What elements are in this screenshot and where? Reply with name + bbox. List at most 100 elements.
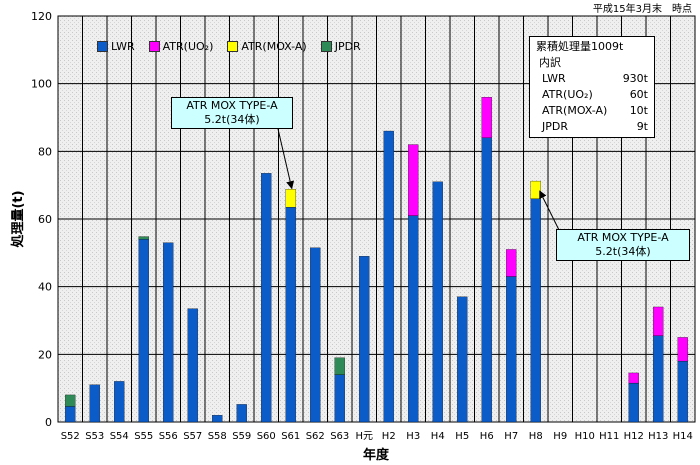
y-tick-label: 120 (31, 10, 52, 23)
bar-segment (530, 198, 541, 423)
summary-row: ATR(MOX-A) 10t (536, 103, 648, 119)
bar-segment (653, 306, 664, 336)
legend-swatch-atr-uo2 (148, 41, 160, 52)
x-tick-label: S61 (281, 431, 300, 442)
bar-segment (187, 308, 198, 423)
y-tick-label: 40 (38, 281, 52, 294)
bar-segment (138, 239, 149, 423)
y-tick-label: 0 (45, 416, 52, 429)
x-tick-label: H9 (553, 431, 567, 442)
callout-line2: 5.2t(34体) (204, 113, 260, 126)
y-axis-label: 処理量(t) (10, 190, 26, 248)
x-tick-label: H5 (455, 431, 469, 442)
x-tick-label: H6 (480, 431, 494, 442)
summary-subtitle: 内訳 (539, 56, 561, 69)
date-note: 平成15年3月末 時点 (592, 4, 692, 15)
bar-segment (261, 173, 272, 423)
bar-segment (677, 360, 688, 423)
legend-swatch-atr-mox (227, 41, 239, 52)
legend-label-atr-uo2: ATR(UO₂) (162, 40, 214, 53)
x-tick-label: S56 (159, 431, 178, 442)
bar-segment (383, 130, 394, 423)
bar-segment (212, 415, 223, 423)
bar-segment (65, 406, 76, 423)
x-tick-label: H10 (575, 431, 595, 442)
summary-label: JPDR (542, 120, 568, 133)
summary-row: LWR 930t (536, 71, 648, 87)
summary-box: 累積処理量1009t 内訳 LWR 930t ATR(UO₂) 60t ATR(… (529, 36, 655, 138)
x-tick-label: H元 (355, 431, 373, 442)
callout-line2: 5.2t(34体) (595, 245, 651, 258)
bar-segment (310, 247, 321, 423)
annotation-arrows (277, 128, 561, 233)
x-tick-label: S52 (61, 431, 80, 442)
callout-s61: ATR MOX TYPE-A 5.2t(34体) (171, 97, 293, 129)
y-axis: 0 20 40 60 80 100 120 (31, 10, 52, 429)
bar-segment (432, 181, 443, 423)
x-tick-label: H2 (382, 431, 396, 442)
callout-h8: ATR MOX TYPE-A 5.2t(34体) (556, 229, 690, 261)
x-tick-label: H12 (624, 431, 644, 442)
bar-segment (114, 381, 125, 423)
x-tick-label: S60 (257, 431, 276, 442)
x-tick-label: S55 (134, 431, 153, 442)
x-axis-label: 年度 (363, 447, 390, 463)
summary-value: 10t (629, 104, 648, 117)
y-tick-label: 100 (31, 78, 52, 91)
bar-segment (506, 249, 517, 277)
bar-segment (408, 215, 419, 423)
x-tick-label: H4 (431, 431, 445, 442)
x-tick-label: S58 (208, 431, 227, 442)
bar-segment (481, 97, 492, 138)
bar-segment (89, 384, 100, 423)
bar-segment (408, 144, 419, 216)
legend-item-atr-uo2: ATR(UO₂) (148, 40, 214, 53)
y-tick-label: 60 (38, 213, 52, 226)
y-tick-label: 80 (38, 145, 52, 158)
x-tick-label: H8 (529, 431, 543, 442)
x-tick-label: H13 (648, 431, 668, 442)
annotation-arrow (277, 128, 295, 190)
bar-segment (457, 296, 468, 423)
annotation-arrow (539, 190, 561, 233)
bar-segment (359, 256, 370, 423)
legend-swatch-lwr (97, 41, 108, 52)
bar-segment (506, 276, 517, 423)
summary-value: 60t (629, 88, 648, 101)
bar-segment (334, 374, 345, 423)
legend-label-atr-mox: ATR(MOX-A) (241, 40, 307, 53)
x-tick-label: S63 (330, 431, 349, 442)
legend-item-jpdr: JPDR (320, 40, 361, 53)
legend-swatch-jpdr (320, 41, 332, 52)
callout-line1: ATR MOX TYPE-A (186, 99, 278, 112)
x-tick-label: H3 (406, 431, 420, 442)
summary-label: LWR (542, 72, 566, 85)
x-tick-label: S57 (183, 431, 202, 442)
bar-segment (530, 180, 541, 199)
callout-line1: ATR MOX TYPE-A (577, 231, 669, 244)
legend-item-atr-mox: ATR(MOX-A) (227, 40, 307, 53)
summary-value: 930t (622, 72, 648, 85)
bar-segment (334, 357, 345, 375)
y-tick-label: 20 (38, 348, 52, 361)
summary-title: 累積処理量1009t (536, 40, 624, 53)
summary-value: 9t (636, 120, 648, 133)
bar-segment (138, 236, 149, 240)
x-tick-label: S62 (306, 431, 325, 442)
x-tick-label: S54 (110, 431, 129, 442)
x-tick-label: H14 (673, 431, 693, 442)
summary-label: ATR(MOX-A) (542, 104, 608, 117)
bar-segment (628, 382, 639, 423)
bar-segment (163, 242, 174, 423)
x-tick-label: S53 (85, 431, 104, 442)
bar-segment (628, 372, 639, 384)
legend-label-jpdr: JPDR (334, 40, 361, 53)
x-tick-label: S59 (232, 431, 251, 442)
legend-label-lwr: LWR (111, 40, 135, 53)
legend: LWR ATR(UO₂) ATR(MOX-A) JPDR (97, 40, 361, 53)
summary-label: ATR(UO₂) (542, 88, 593, 101)
legend-item-lwr: LWR (97, 40, 135, 53)
bar-segment (481, 137, 492, 423)
bars (65, 97, 688, 423)
summary-row: ATR(UO₂) 60t (536, 87, 648, 103)
